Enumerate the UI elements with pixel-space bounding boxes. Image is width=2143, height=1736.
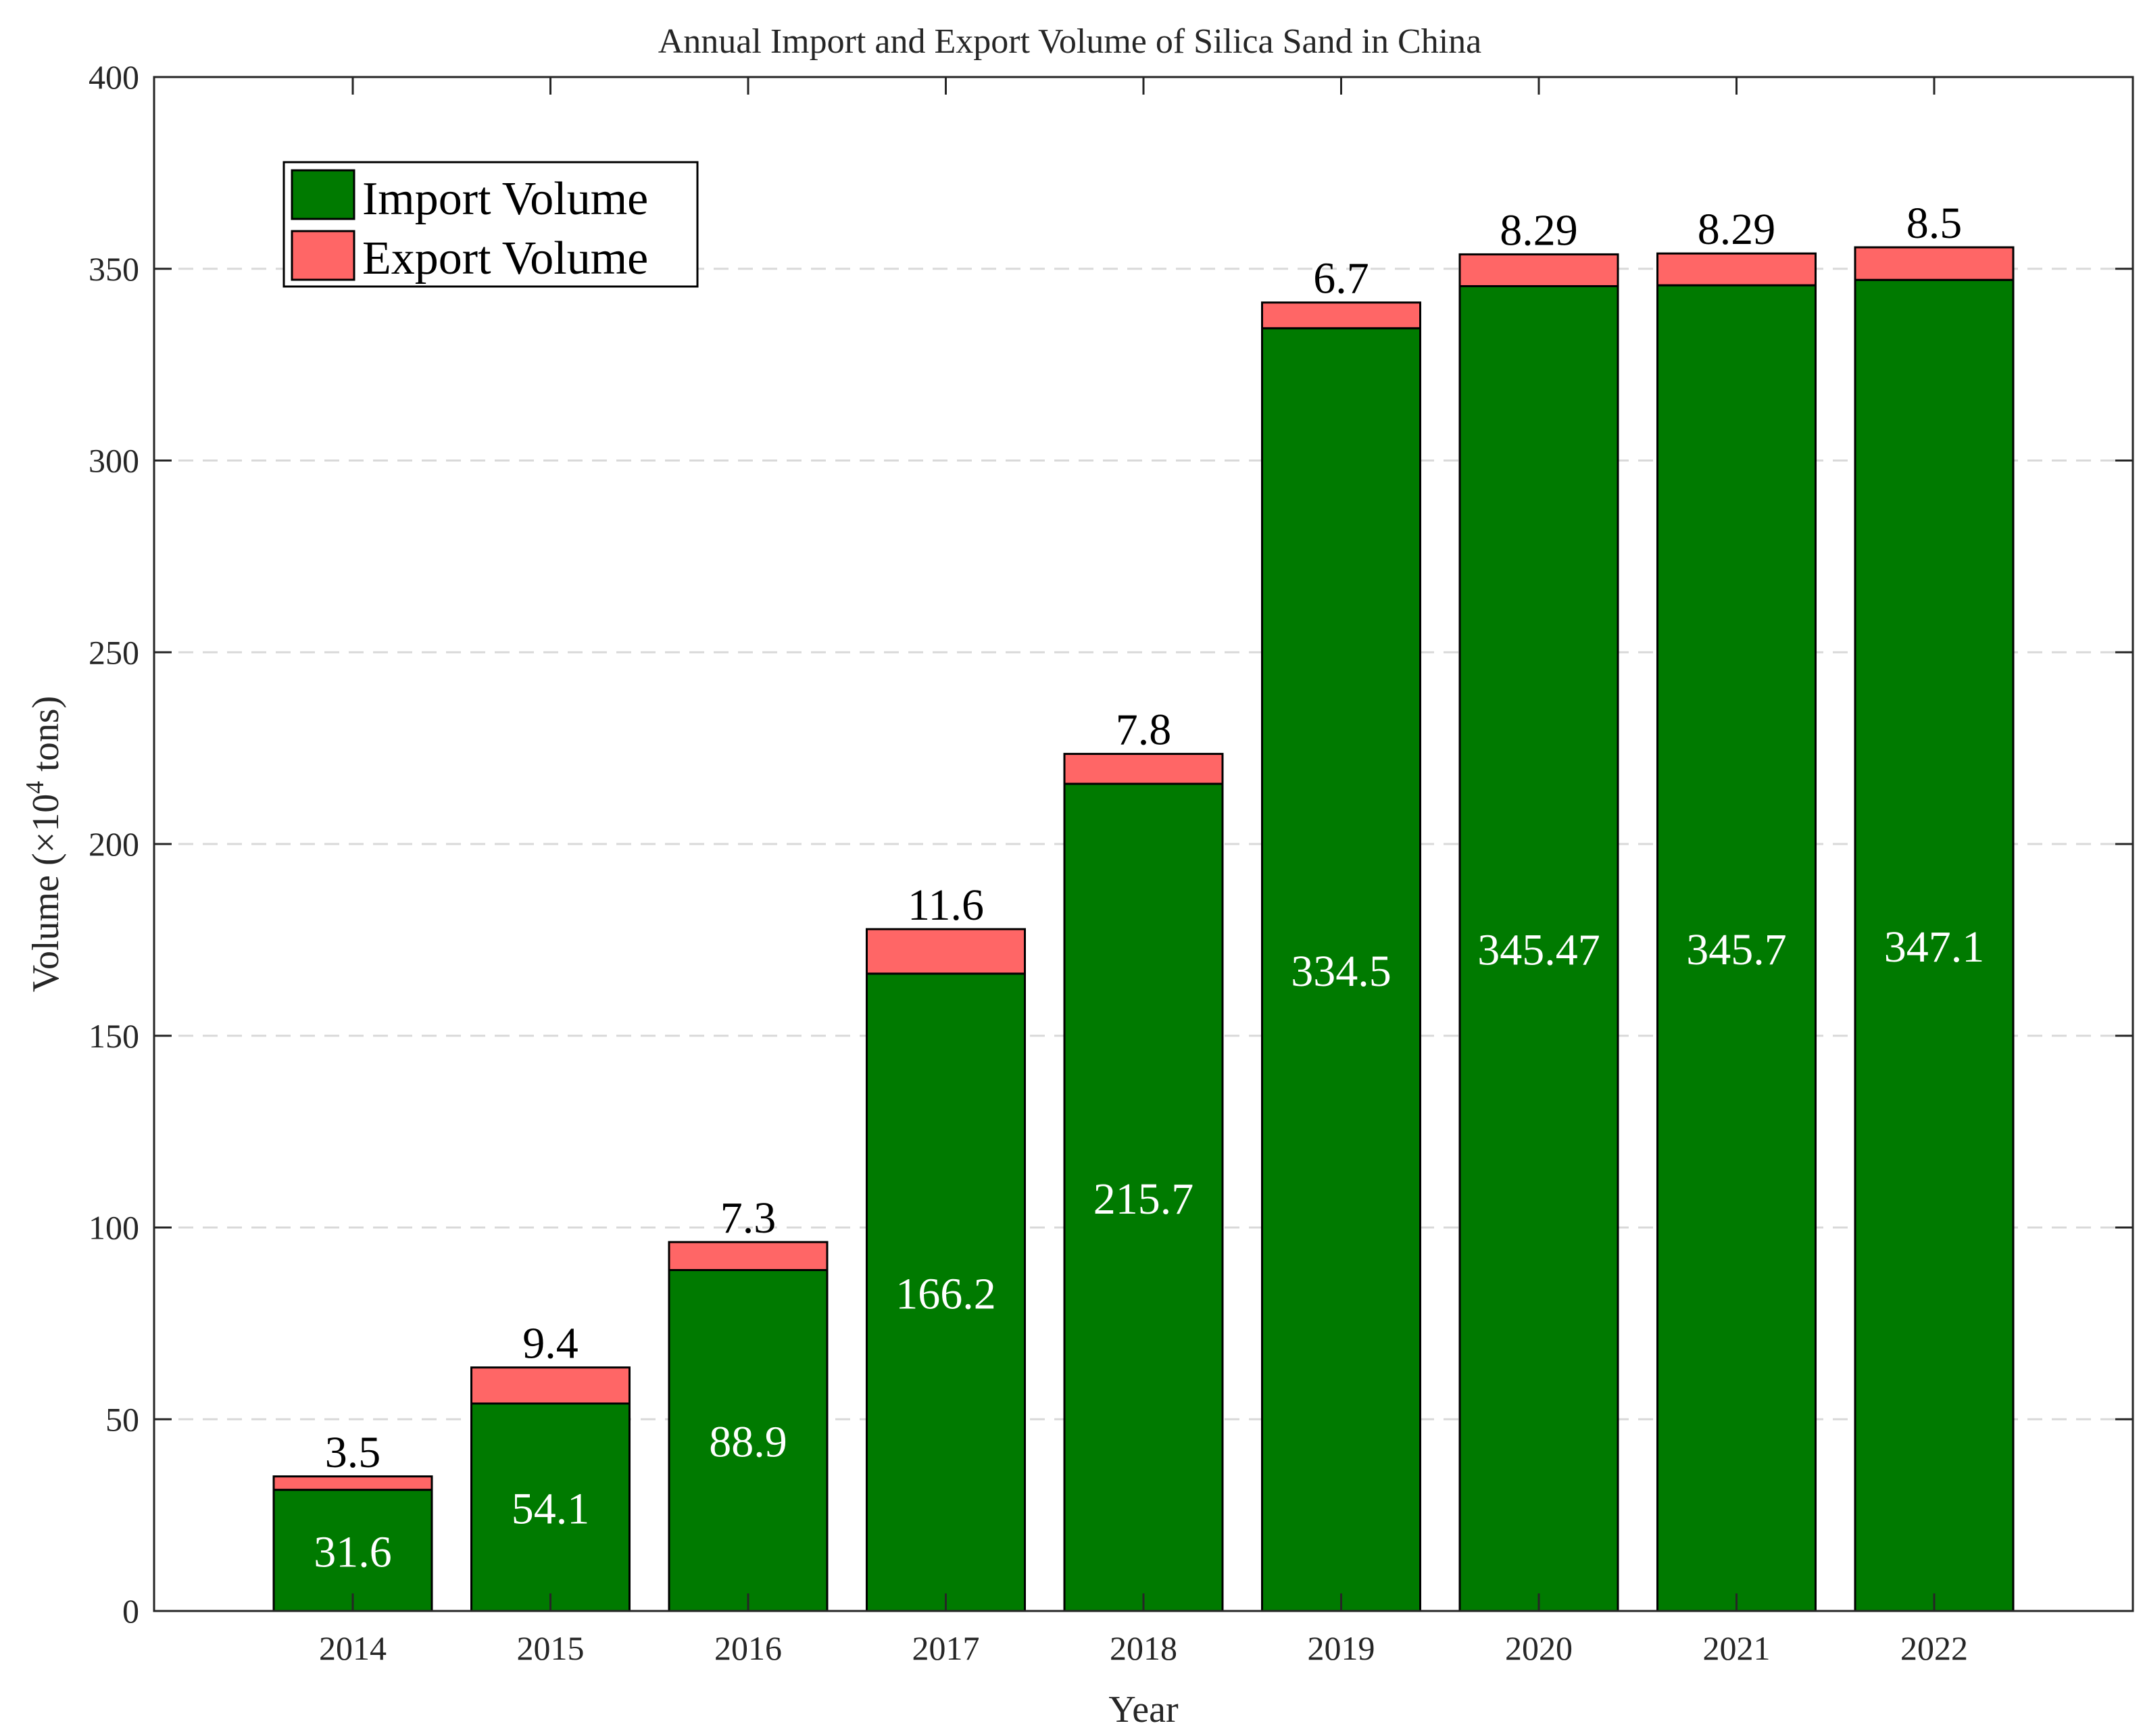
export-value-label-2014: 3.5	[325, 1428, 381, 1477]
y-tick-label: 50	[105, 1400, 139, 1438]
export-value-label-2018: 7.8	[1116, 705, 1172, 755]
y-tick-label: 0	[122, 1592, 139, 1630]
legend-swatch-import	[291, 169, 355, 220]
y-axis-label-exponent: 4	[21, 781, 49, 794]
bar-import-2019	[1261, 327, 1421, 1612]
y-tick-label: 300	[89, 442, 139, 480]
bar-import-2021	[1656, 284, 1817, 1612]
y-tick-label: 250	[89, 633, 139, 671]
x-tick-label: 2018	[1110, 1629, 1177, 1667]
bar-export-2016	[668, 1241, 829, 1271]
import-value-label-2021: 345.7	[1686, 925, 1787, 974]
bar-export-2020	[1458, 253, 1619, 287]
import-value-label-2018: 215.7	[1093, 1174, 1194, 1224]
export-value-label-2016: 7.3	[720, 1193, 777, 1243]
bar-export-2015	[470, 1366, 631, 1405]
x-tick-label: 2015	[517, 1629, 585, 1667]
export-value-label-2022: 8.5	[1906, 199, 1963, 248]
x-tick-label: 2019	[1308, 1629, 1375, 1667]
import-value-label-2017: 166.2	[895, 1269, 996, 1318]
bar-import-2020	[1458, 284, 1619, 1612]
export-value-label-2017: 11.6	[908, 881, 984, 930]
x-tick-label: 2016	[714, 1629, 782, 1667]
bar-export-2017	[866, 928, 1026, 975]
bar-export-2018	[1063, 753, 1224, 785]
export-value-label-2015: 9.4	[522, 1319, 578, 1368]
y-tick-label: 100	[89, 1209, 139, 1247]
legend: Import Volume Export Volume	[282, 161, 699, 288]
bar-import-2017	[866, 972, 1026, 1612]
bar-export-2021	[1656, 252, 1817, 287]
x-tick-label: 2017	[912, 1629, 980, 1667]
bar-export-2014	[272, 1475, 433, 1491]
y-tick-label: 350	[89, 250, 139, 288]
bar-import-2022	[1854, 278, 2015, 1612]
y-axis-label-prefix: Volume (×10	[25, 794, 67, 992]
legend-swatch-export	[291, 230, 355, 281]
chart-title: Annual Import and Export Volume of Silic…	[658, 22, 1482, 61]
import-value-label-2015: 54.1	[512, 1484, 590, 1533]
bar-export-2019	[1261, 301, 1421, 330]
bar-export-2022	[1854, 246, 2015, 281]
y-axis: 0 50 100 150 200 250 300 350 400	[89, 58, 2133, 1630]
x-axis-label: Year	[1108, 1689, 1179, 1731]
import-value-label-2019: 334.5	[1291, 947, 1391, 996]
export-value-label-2021: 8.29	[1698, 205, 1776, 254]
export-value-label-2020: 8.29	[1500, 205, 1578, 255]
y-tick-label: 200	[89, 825, 139, 863]
bar-import-2016	[668, 1268, 829, 1612]
x-tick-label: 2014	[319, 1629, 387, 1667]
import-value-label-2016: 88.9	[709, 1418, 787, 1467]
y-tick-label: 150	[89, 1017, 139, 1055]
import-value-label-2020: 345.47	[1477, 926, 1600, 975]
bars: 31.6 3.5 54.1 9.4 88.9 7.3 166.2 11.6 215.7 7.8 33…	[272, 199, 2015, 1612]
export-value-label-2019: 6.7	[1313, 254, 1369, 303]
y-tick-label: 400	[89, 58, 139, 96]
bar-import-2014	[272, 1489, 433, 1612]
import-value-label-2022: 347.1	[1884, 922, 1985, 972]
x-tick-label: 2022	[1900, 1629, 1968, 1667]
bar-import-2018	[1063, 783, 1224, 1612]
x-tick-label: 2021	[1703, 1629, 1771, 1667]
x-axis: 2014 2015 2016 2017 2018 2019 2020 2021 2022	[319, 77, 1968, 1667]
x-tick-label: 2020	[1505, 1629, 1573, 1667]
y-axis-label: Volume (×104 tons)	[21, 696, 67, 992]
legend-label-export: Export Volume	[362, 232, 648, 284]
import-value-label-2014: 31.6	[314, 1527, 392, 1577]
y-axis-label-suffix: tons)	[25, 696, 67, 781]
legend-label-import: Import Volume	[362, 173, 648, 225]
